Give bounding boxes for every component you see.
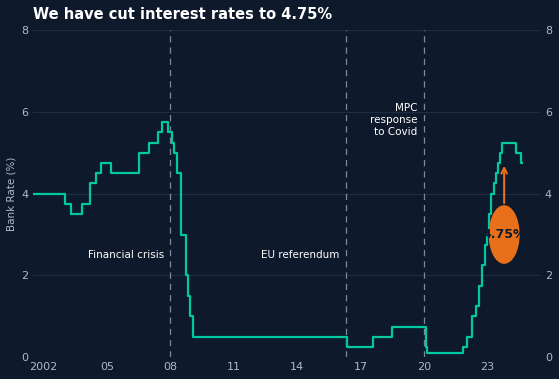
Text: 4.75%: 4.75%: [482, 228, 526, 241]
Text: We have cut interest rates to 4.75%: We have cut interest rates to 4.75%: [33, 7, 332, 22]
Y-axis label: Bank Rate (%): Bank Rate (%): [7, 157, 17, 231]
Text: MPC
response
to Covid: MPC response to Covid: [370, 103, 418, 136]
Text: EU referendum: EU referendum: [261, 250, 339, 260]
Text: Financial crisis: Financial crisis: [88, 250, 164, 260]
Circle shape: [489, 206, 519, 263]
